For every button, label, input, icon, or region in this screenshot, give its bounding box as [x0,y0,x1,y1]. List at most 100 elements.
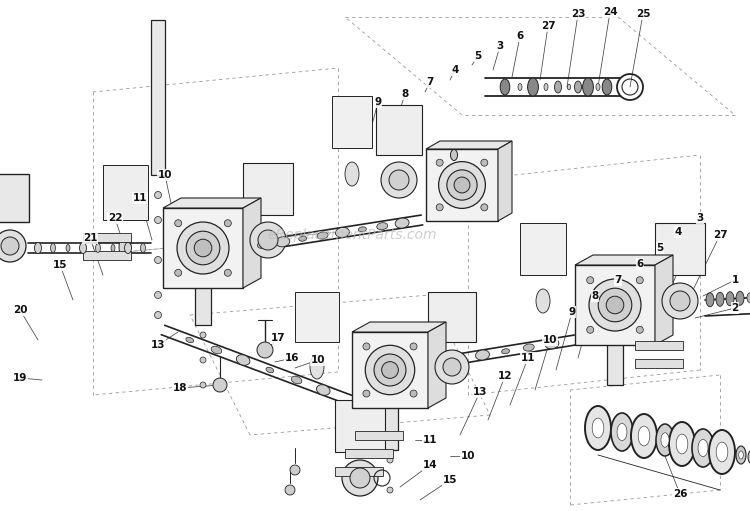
Circle shape [154,291,161,298]
Text: 10: 10 [543,335,557,345]
Text: 5: 5 [474,51,482,61]
Circle shape [290,465,300,475]
Ellipse shape [124,243,131,253]
Text: 26: 26 [673,489,687,499]
Circle shape [636,276,644,284]
Circle shape [481,159,488,166]
Ellipse shape [395,218,409,228]
Text: 7: 7 [426,77,433,87]
Ellipse shape [524,344,534,351]
Circle shape [154,312,161,318]
Ellipse shape [527,78,538,96]
Polygon shape [243,198,261,288]
Circle shape [194,239,211,257]
Bar [151,20,165,175]
Circle shape [0,230,26,262]
Ellipse shape [316,385,330,396]
Ellipse shape [698,439,708,456]
Ellipse shape [568,84,571,90]
Text: 27: 27 [712,230,728,240]
Ellipse shape [716,442,728,462]
Text: 2: 2 [731,303,739,313]
Circle shape [447,170,477,200]
Ellipse shape [358,227,366,232]
Ellipse shape [596,83,600,90]
Text: 4: 4 [452,65,459,75]
Ellipse shape [739,451,743,459]
Circle shape [670,291,690,311]
Circle shape [589,279,641,331]
Circle shape [435,350,469,384]
Circle shape [342,460,378,496]
Ellipse shape [536,289,550,313]
Circle shape [177,222,229,274]
Polygon shape [428,322,446,408]
Text: 12: 12 [498,371,512,381]
Ellipse shape [432,360,440,365]
Text: 7: 7 [614,275,622,285]
Circle shape [606,296,624,314]
Ellipse shape [585,406,611,450]
Ellipse shape [476,350,490,360]
Text: 4: 4 [674,227,682,237]
Text: 10: 10 [310,355,326,365]
Polygon shape [352,322,446,332]
Ellipse shape [638,426,650,446]
Circle shape [224,269,231,276]
Ellipse shape [544,83,548,90]
Circle shape [213,378,227,392]
Ellipse shape [34,243,41,253]
Bar [163,208,243,288]
Ellipse shape [50,244,55,252]
Ellipse shape [66,244,70,251]
Bar [607,310,623,385]
Bar [332,96,372,148]
Bar [0,174,29,222]
Ellipse shape [291,376,302,384]
Bar [83,233,131,242]
Ellipse shape [676,434,688,454]
Bar [243,163,293,215]
Circle shape [481,204,488,211]
Text: 6: 6 [516,31,524,41]
Polygon shape [655,255,673,345]
Ellipse shape [95,244,100,252]
Ellipse shape [111,244,115,251]
Text: 8: 8 [591,291,598,301]
Circle shape [154,257,161,264]
Ellipse shape [709,430,735,474]
Ellipse shape [554,81,562,93]
Bar [655,223,705,275]
Text: 11: 11 [520,353,536,363]
Bar [426,149,498,221]
Text: 1: 1 [731,275,739,285]
Bar [103,165,148,220]
Circle shape [285,485,295,495]
Ellipse shape [500,79,510,95]
Ellipse shape [518,83,522,90]
Polygon shape [498,141,512,221]
Text: 19: 19 [13,373,27,383]
Polygon shape [163,198,261,208]
Bar [335,467,383,476]
Circle shape [363,390,370,397]
Bar [520,223,566,275]
Ellipse shape [592,418,604,438]
Circle shape [410,343,417,350]
Circle shape [389,170,409,190]
Circle shape [1,237,19,255]
Text: 9: 9 [374,97,382,107]
Text: 17: 17 [271,333,285,343]
Circle shape [350,468,370,488]
Ellipse shape [80,243,86,253]
Text: eReplacementParts.com: eReplacementParts.com [268,228,437,242]
Ellipse shape [736,446,746,464]
Ellipse shape [257,241,268,248]
Text: 9: 9 [568,307,575,317]
Ellipse shape [669,422,695,466]
Bar [635,359,683,368]
Bar [355,431,403,440]
Ellipse shape [140,244,146,252]
Ellipse shape [266,367,274,373]
Ellipse shape [748,450,750,464]
